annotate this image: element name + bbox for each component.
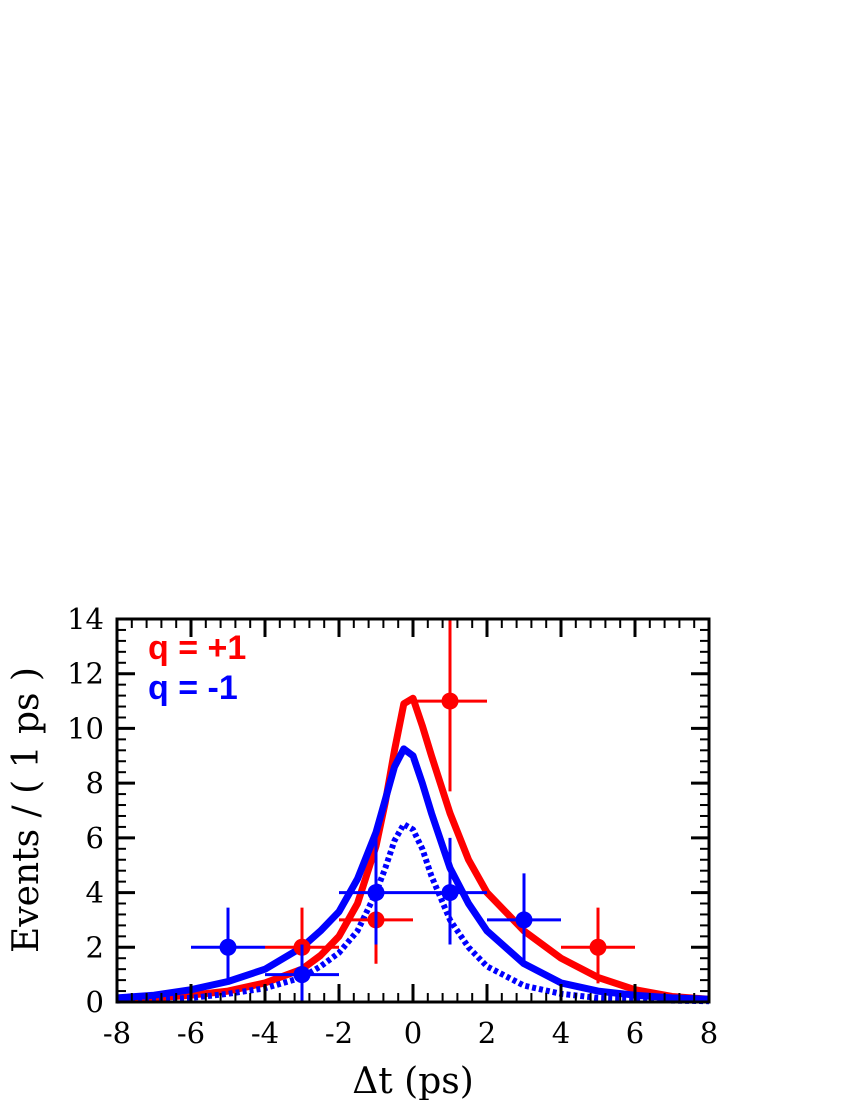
y-axis-title: Events / ( 1 ps ): [6, 667, 47, 953]
marker: [367, 884, 385, 902]
marker: [219, 938, 237, 956]
x-axis-title: Δt (ps): [352, 1061, 474, 1100]
y-tick-label: 0: [86, 985, 104, 1019]
point-s1-0: [191, 907, 265, 984]
y-tick-label: 6: [86, 821, 104, 855]
y-tick-label: 2: [86, 930, 104, 964]
x-tick-label: -4: [251, 1016, 279, 1050]
marker: [441, 692, 459, 710]
y-tick-label: 14: [67, 602, 104, 636]
curve-1: [116, 745, 710, 1003]
x-tick-label: 2: [478, 1016, 496, 1050]
curve-2: [116, 821, 710, 1005]
point-s1-1: [265, 944, 339, 1002]
legend-entry-q-minus: q = -1: [148, 669, 238, 707]
y-tick-label: 4: [86, 876, 104, 910]
legend-entry-q-plus: q = +1: [148, 629, 246, 667]
fit-curves: [116, 694, 710, 1005]
point-s1-4: [487, 873, 561, 964]
x-tick-label: 8: [700, 1016, 718, 1050]
point-s0-3: [561, 907, 635, 984]
marker: [589, 938, 607, 956]
y-tick-label: 10: [67, 711, 104, 745]
y-tick-label: 12: [67, 657, 104, 691]
y-tick-label: 8: [86, 766, 104, 800]
x-tick-label: -8: [103, 1016, 131, 1050]
marker: [441, 884, 459, 902]
x-tick-label: 0: [404, 1016, 422, 1050]
x-tick-label: 4: [552, 1016, 570, 1050]
curve-0: [116, 694, 710, 1003]
axis-ticks: -8 -6 -4 -2 0 2 4 6 8 0 2 4 6 8 10 12 14: [67, 602, 718, 1050]
point-s1-3: [413, 837, 487, 945]
x-tick-label: -6: [177, 1016, 205, 1050]
marker: [515, 911, 533, 929]
point-s1-2: [339, 837, 413, 945]
x-tick-label: 6: [626, 1016, 644, 1050]
point-s0-2: [413, 619, 487, 792]
data-points: [191, 619, 635, 1002]
x-tick-label: -2: [325, 1016, 353, 1050]
marker: [293, 966, 311, 984]
